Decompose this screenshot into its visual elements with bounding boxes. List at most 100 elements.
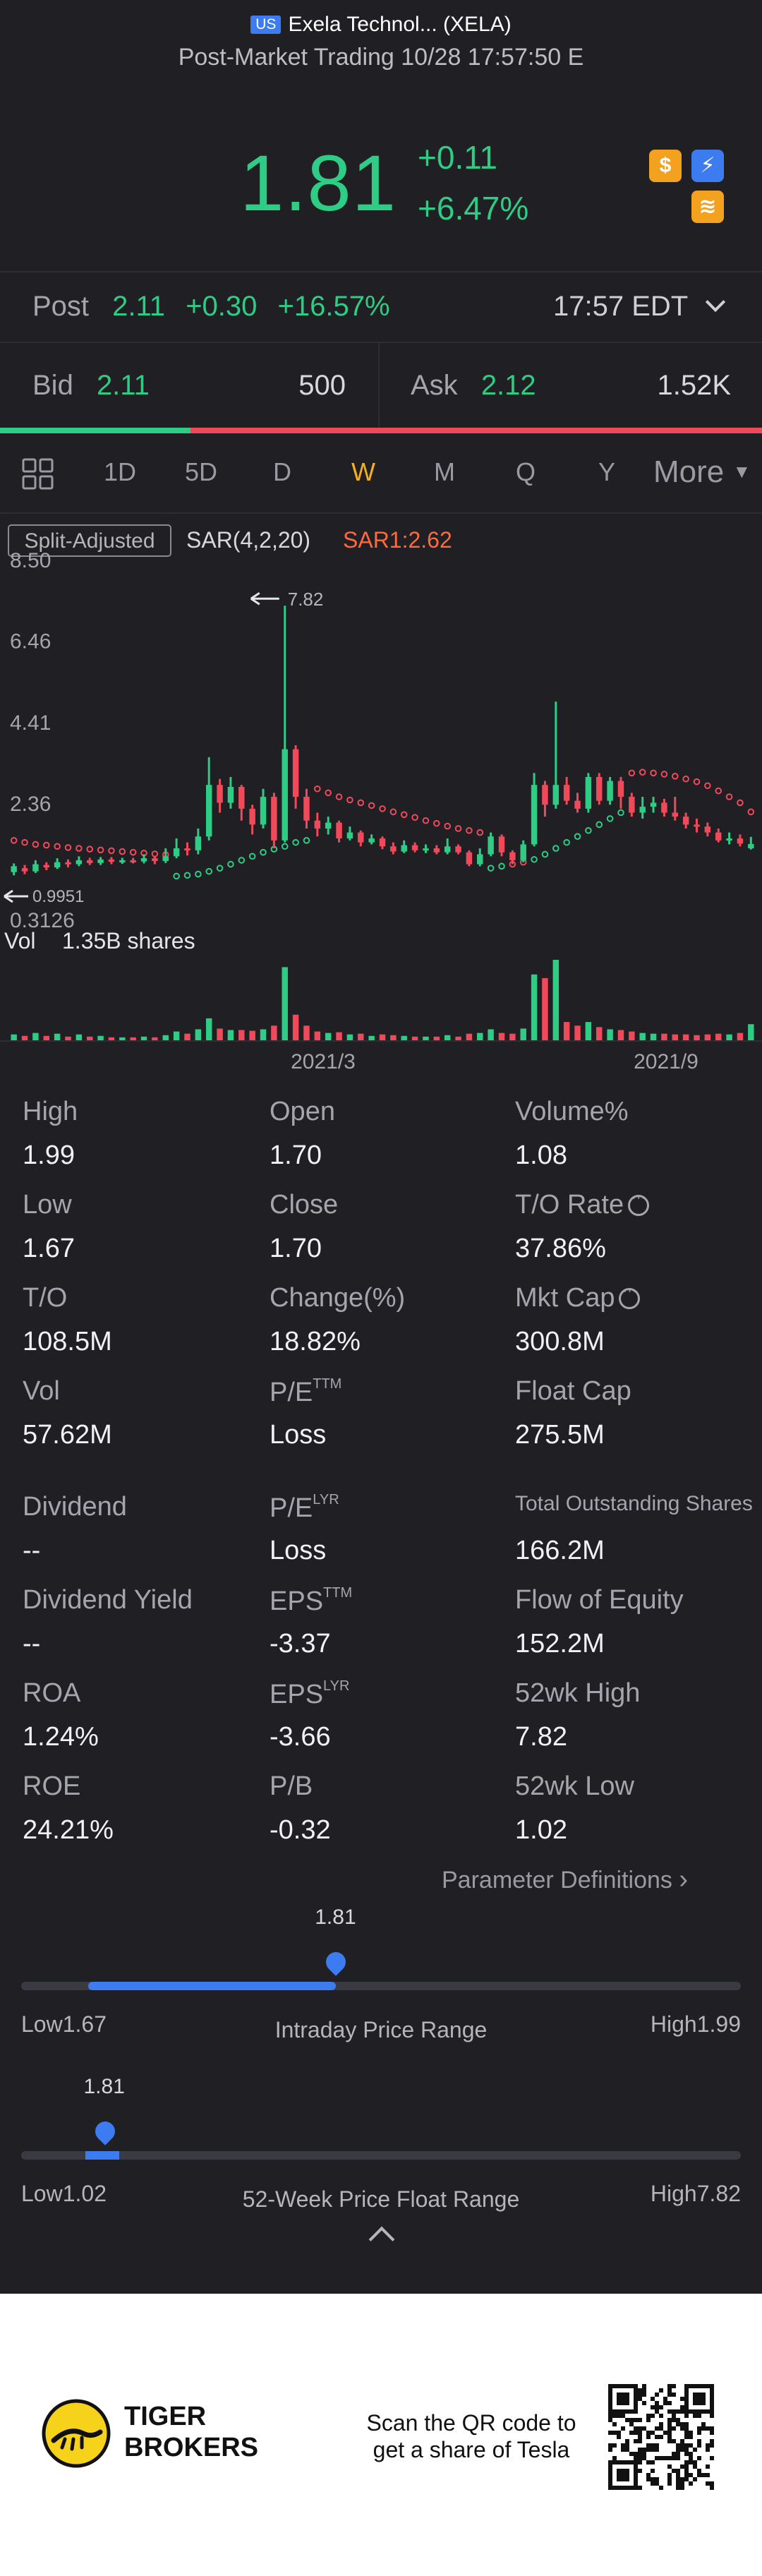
candle-body xyxy=(704,826,711,833)
stock-name: Exela Technol... (XELA) xyxy=(288,13,512,36)
candle-body xyxy=(43,865,49,868)
stat-value-p-b: -0.32 xyxy=(270,1815,331,1845)
stat-label-total-outstanding-shares: Total Outstanding Shares xyxy=(515,1492,753,1516)
tab-5d[interactable]: 5D xyxy=(184,457,218,486)
candle-body xyxy=(661,802,667,813)
sar-dot xyxy=(151,850,159,857)
week52-current: 1.81 xyxy=(83,2075,125,2098)
candle-body xyxy=(119,860,126,862)
volume-bar xyxy=(195,1029,202,1040)
tab-q[interactable]: Q xyxy=(515,457,536,486)
dollar-icon[interactable]: $ xyxy=(649,150,682,182)
stat-value-p-e-ttm: Loss xyxy=(270,1420,327,1450)
candle-body xyxy=(596,776,603,801)
candle-body xyxy=(282,749,288,841)
candle-body xyxy=(509,852,516,860)
candle-body xyxy=(715,832,722,841)
more-tab[interactable]: More ▼ xyxy=(653,455,751,489)
volume-bar xyxy=(54,1033,61,1040)
parameter-definitions-link[interactable]: Parameter Definitions › xyxy=(442,1865,689,1894)
week52-fill xyxy=(85,2151,119,2160)
info-icon[interactable] xyxy=(628,1190,650,1216)
chevron-up-icon[interactable] xyxy=(368,2226,395,2253)
candle-body xyxy=(108,859,115,862)
volume-value: 1.35B shares xyxy=(62,928,195,953)
stat-value-total-outstanding-shares: 166.2M xyxy=(515,1536,605,1565)
volume-bar xyxy=(477,1033,483,1040)
stat-label-mkt-cap[interactable]: Mkt Cap xyxy=(515,1283,641,1313)
volume-bar xyxy=(444,1035,451,1040)
week52-title: 52-Week Price Float Range xyxy=(242,2186,520,2212)
candle-body xyxy=(32,864,39,872)
indicator-label: SAR(4,2,20) xyxy=(186,527,310,553)
candle-body xyxy=(563,785,570,801)
candle-body xyxy=(411,845,418,850)
volume-bar xyxy=(21,1035,28,1040)
stat-label-dividend: Dividend xyxy=(23,1492,127,1522)
candle-body xyxy=(639,807,646,813)
volume-bar xyxy=(75,1034,83,1040)
candlestick-chart[interactable]: Split-Adjusted SAR(4,2,20) SAR1:2.62 8.50 6.… xyxy=(0,515,762,1080)
chevron-down-icon[interactable] xyxy=(705,291,726,313)
tab-1d[interactable]: 1D xyxy=(103,457,137,486)
stat-label-text: P/B xyxy=(270,1771,313,1801)
post-row: Post 2.11 +0.30 +16.57% xyxy=(32,291,390,323)
volume-bar xyxy=(173,1031,180,1040)
sar-dot xyxy=(444,822,451,830)
post-time[interactable]: 17:57 EDT xyxy=(553,291,689,322)
chart-layout-icon[interactable] xyxy=(21,457,55,495)
volume-bar xyxy=(119,1037,126,1040)
tab-w[interactable]: W xyxy=(351,457,375,486)
volume-bar xyxy=(411,1036,418,1040)
candle-body xyxy=(65,862,71,865)
stat-label-t-o-rate[interactable]: T/O Rate xyxy=(515,1190,650,1220)
stat-label-text: Total Outstanding Shares xyxy=(515,1492,753,1515)
sar-dot xyxy=(42,841,50,849)
volume-bar xyxy=(455,1036,461,1040)
tab-m[interactable]: M xyxy=(434,457,455,486)
volume-bar xyxy=(509,1033,516,1040)
volume-bar xyxy=(617,1030,624,1040)
last-price: 1.81 xyxy=(240,139,397,227)
candle-body xyxy=(249,808,255,825)
volume-bar xyxy=(498,1033,505,1040)
sar-dot xyxy=(563,838,570,846)
tab-d[interactable]: D xyxy=(273,457,291,486)
volume-bar xyxy=(650,1033,657,1040)
volume-bar xyxy=(596,1027,603,1040)
intraday-marker-icon xyxy=(322,1948,351,1976)
sar-dot xyxy=(433,819,440,827)
sar-dot xyxy=(205,867,213,875)
layers-icon[interactable]: ≋ xyxy=(691,191,724,223)
candle-body xyxy=(152,858,158,862)
stat-value-p-e-lyr: Loss xyxy=(270,1536,327,1565)
stat-label-p-e-ttm: P/ETTM xyxy=(270,1376,341,1408)
stat-value-float-cap: 275.5M xyxy=(515,1420,605,1450)
volume-bar xyxy=(346,1034,353,1040)
stat-label-vol: Vol xyxy=(23,1376,60,1407)
candle-body xyxy=(520,844,526,860)
tab-y[interactable]: Y xyxy=(598,457,615,486)
candle-body xyxy=(737,838,744,844)
stat-label-text: Low xyxy=(23,1190,72,1220)
stat-value-52wk-high: 7.82 xyxy=(515,1722,567,1752)
sar-dot xyxy=(357,799,365,807)
stat-label-text: ROE xyxy=(23,1771,81,1801)
sar-dot xyxy=(715,787,722,795)
stat-label-roe: ROE xyxy=(23,1771,80,1802)
header-title: US Exela Technol... (XELA) xyxy=(0,13,762,37)
stat-label-text: Close xyxy=(270,1190,339,1220)
volume-bar xyxy=(585,1022,592,1040)
stat-label-sup: LYR xyxy=(313,1492,339,1507)
week52-low: Low1.02 xyxy=(21,2181,107,2206)
flash-icon[interactable]: ⚡ xyxy=(691,150,724,182)
stat-label-52wk-high: 52wk High xyxy=(515,1678,640,1709)
volume-bar xyxy=(704,1034,711,1040)
week52-range: 1.81 Low1.02 52-Week Price Float Range H… xyxy=(0,2075,762,2216)
sar-dot xyxy=(595,821,603,829)
info-icon[interactable] xyxy=(619,1283,641,1309)
stat-value-roa: 1.24% xyxy=(23,1722,99,1752)
min-price-marker: 0.9951 xyxy=(32,887,84,906)
x-tick-label: 2021/3 xyxy=(291,1050,356,1073)
ask-price: 2.12 xyxy=(480,370,536,401)
